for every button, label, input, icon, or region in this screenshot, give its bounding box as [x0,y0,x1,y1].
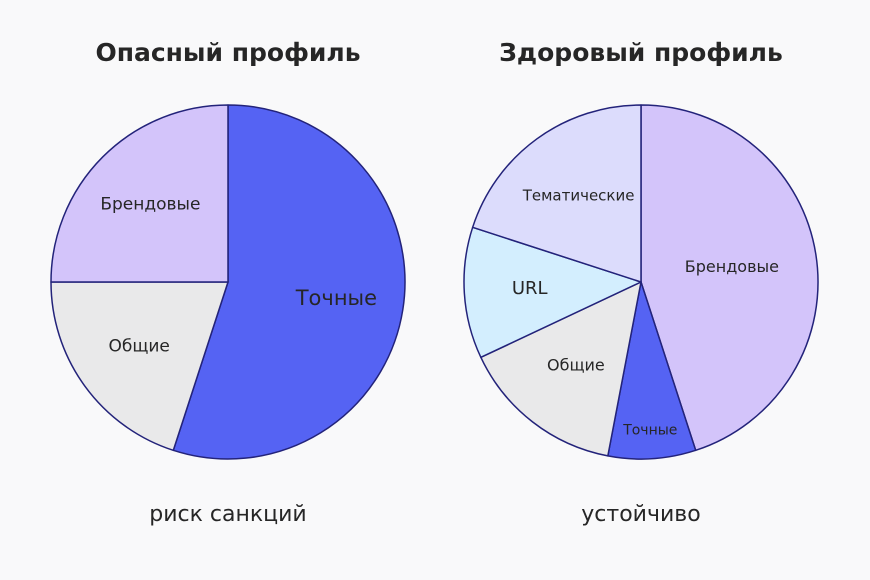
slice-label: URL [512,278,548,299]
left-pie: Точные Общие Брендовые [50,104,406,460]
pie-slice [640,104,819,452]
slice-label: Общие [109,337,170,357]
slice-label: Общие [547,355,605,374]
pie-slice [471,104,642,283]
pie-slice [172,104,406,460]
right-pie-title: Здоровый профиль [499,38,783,67]
left-pie-caption: риск санкций [149,502,306,527]
pie-slice [463,226,642,359]
right-pie-panel: Здоровый профиль Брендовые Точные Общие URL… [463,38,819,527]
left-pie-panel: Опасный профиль Точные Общие Брендовые рис… [50,38,406,527]
right-pie-caption: устойчиво [581,502,700,527]
slice-label: Тематические [522,187,635,205]
slice-label: Точные [622,422,677,438]
left-pie-title: Опасный профиль [95,38,360,67]
pie-slice [480,281,642,457]
pie-slice [607,281,697,460]
pie-slice [50,104,229,283]
pie-slice [50,281,229,452]
slice-label: Брендовые [100,194,200,214]
slice-label: Точные [295,286,377,310]
right-pie: Брендовые Точные Общие URL Тематические [463,104,819,460]
slice-label: Брендовые [685,257,779,276]
